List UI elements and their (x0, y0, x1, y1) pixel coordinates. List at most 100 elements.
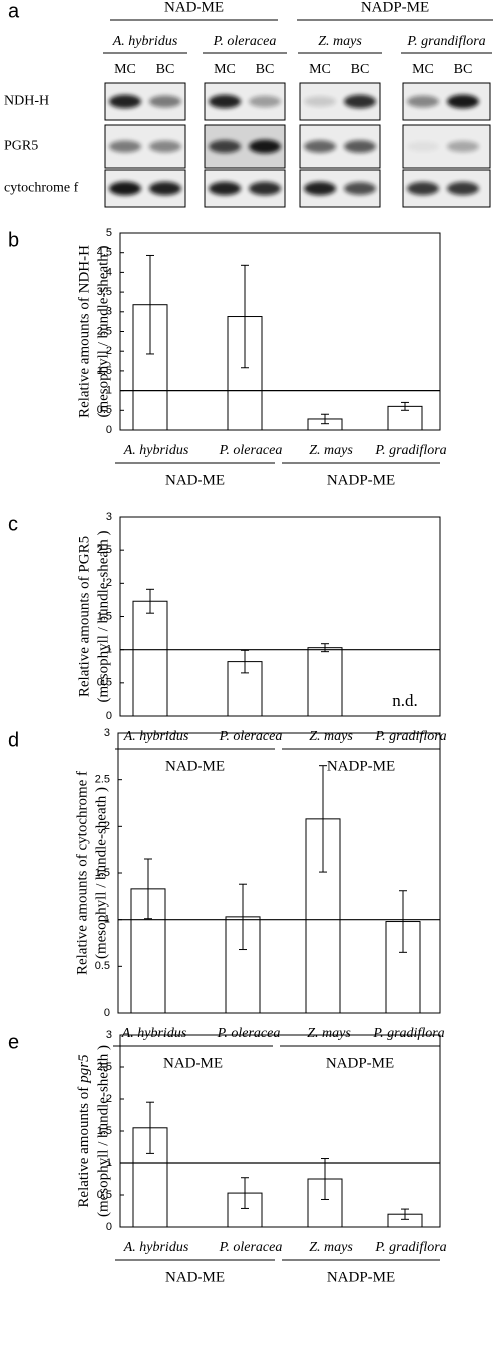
blot-band (249, 139, 281, 154)
group-label: NAD-ME (165, 1269, 225, 1285)
species-label: A. hybridus (112, 34, 178, 49)
group-label: NADP-ME (327, 758, 395, 774)
y-tick-label: 0.5 (97, 1189, 112, 1201)
blot-band (447, 94, 479, 109)
x-tick-label: A. hybridus (121, 1026, 187, 1041)
y-tick-label: 2.5 (97, 544, 112, 556)
lane-label: MC (309, 62, 331, 77)
y-tick-label: 3 (106, 1029, 112, 1041)
x-tick-label: P. gradiflora (374, 443, 446, 458)
y-tick-label: 4.5 (97, 247, 112, 259)
plot-frame (119, 516, 441, 717)
y-tick-label: 3 (106, 511, 112, 523)
y-tick-label: 2 (106, 345, 112, 357)
species-label: P. oleracea (213, 34, 277, 49)
lane-label: BC (454, 62, 473, 77)
y-tick-label: 0.5 (97, 677, 112, 689)
y-tick-label: 2.5 (95, 774, 110, 786)
blot-band (149, 140, 181, 153)
y-tick-label: 0 (106, 424, 112, 436)
blot-band (149, 181, 181, 196)
blot-band (344, 182, 376, 195)
species-label: Z. mays (318, 34, 362, 49)
x-tick-label: Z. mays (309, 729, 353, 744)
x-tick-label: Z. mays (307, 1026, 351, 1041)
x-tick-label: P. oleracea (219, 729, 283, 744)
blot-band (344, 140, 376, 153)
blot-band (447, 181, 479, 196)
lane-label: BC (256, 62, 275, 77)
blot-band (304, 140, 336, 153)
plot-frame (119, 232, 441, 431)
blot-band (209, 94, 241, 109)
value-label: n.d. (392, 691, 418, 710)
blot-band (304, 96, 336, 107)
blot-band (407, 95, 439, 108)
y-tick-label: 1.5 (97, 365, 112, 377)
blot-band (109, 181, 141, 196)
y-tick-label: 3 (104, 727, 110, 739)
x-tick-label: P. oleracea (219, 1240, 283, 1255)
row-label: NDH-H (4, 94, 49, 109)
y-tick-label: 2 (106, 1093, 112, 1105)
y-tick-label: 2 (106, 577, 112, 589)
blot-band (209, 140, 241, 153)
y-tick-label: 1.5 (95, 867, 110, 879)
y-tick-label: 0 (106, 1221, 112, 1233)
group-label: NADP-ME (361, 0, 429, 15)
lane-label: MC (214, 62, 236, 77)
y-tick-label: 5 (106, 227, 112, 239)
x-tick-label: A. hybridus (123, 729, 189, 744)
y-tick-label: 1 (106, 644, 112, 656)
group-label: NAD-ME (165, 472, 225, 488)
y-tick-label: 2.5 (97, 1061, 112, 1073)
group-label: NADP-ME (327, 1269, 395, 1285)
bar (132, 600, 168, 717)
y-tick-label: 0 (104, 1007, 110, 1019)
blot-band (109, 94, 141, 109)
y-tick-label: 1.5 (97, 1125, 112, 1137)
x-tick-label: Z. mays (309, 1240, 353, 1255)
y-axis-label: Relative amounts of NDH-H (76, 245, 92, 418)
species-label: P. grandiflora (406, 34, 485, 49)
y-axis-label: Relative amounts of PGR5 (76, 536, 92, 697)
y-tick-label: 1.5 (97, 610, 112, 622)
blot-band (407, 141, 439, 152)
y-tick-label: 3 (106, 306, 112, 318)
y-tick-label: 2.5 (97, 325, 112, 337)
row-label: cytochrome f (4, 181, 79, 196)
y-axis-label: (mesophyll / bundle-sheath ) (95, 530, 111, 702)
x-tick-label: P. gradiflora (374, 729, 446, 744)
blot-band (447, 140, 479, 153)
y-tick-label: 2 (104, 820, 110, 832)
panel-label: c (8, 513, 18, 535)
y-tick-label: 0 (106, 710, 112, 722)
x-tick-label: A. hybridus (123, 443, 189, 458)
group-label: NAD-ME (164, 0, 224, 15)
bar (307, 647, 343, 717)
panel-label: e (8, 1031, 19, 1053)
blot-band (344, 94, 376, 109)
x-tick-label: P. oleracea (217, 1026, 281, 1041)
lane-label: MC (114, 62, 136, 77)
blot-band (407, 181, 439, 196)
panel-label: a (8, 0, 20, 22)
panel-label: b (8, 229, 19, 251)
y-tick-label: 3.5 (97, 286, 112, 298)
x-tick-label: P. oleracea (219, 443, 283, 458)
row-label: PGR5 (4, 139, 38, 154)
y-tick-label: 0.5 (97, 404, 112, 416)
blot-band (109, 140, 141, 153)
blot-band (209, 181, 241, 196)
x-tick-label: P. gradiflora (372, 1026, 444, 1041)
blot-band (249, 95, 281, 108)
y-tick-label: 1 (106, 1157, 112, 1169)
lane-label: BC (156, 62, 175, 77)
y-tick-label: 1 (104, 914, 110, 926)
y-axis-label-part: pgr5 (76, 1054, 92, 1084)
blot-band (304, 181, 336, 196)
blot-band (249, 181, 281, 196)
group-label: NAD-ME (165, 758, 225, 774)
y-axis-label: (mesophyll / bundle-sheath ) (93, 787, 109, 959)
